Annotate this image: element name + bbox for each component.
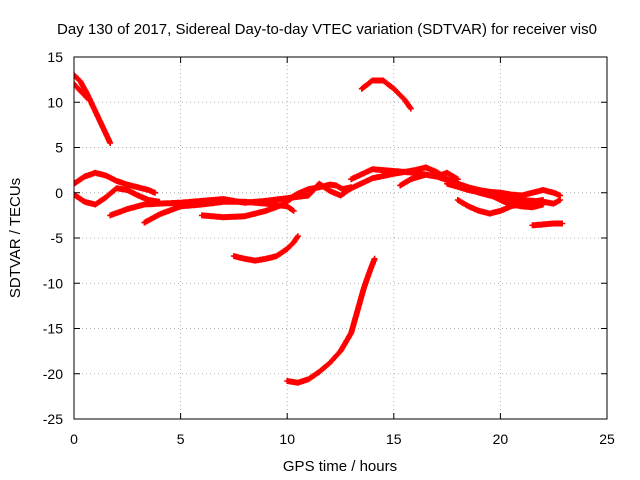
data-point-markers — [74, 81, 90, 101]
x-tick-label: 5 — [177, 431, 185, 447]
data-point-markers — [230, 233, 301, 264]
data-point-markers — [284, 181, 355, 203]
data-point-markers — [454, 197, 546, 217]
x-tick-label: 0 — [70, 431, 78, 447]
y-tick-label: 15 — [47, 49, 63, 65]
series-arc-8 — [284, 181, 355, 203]
axis-ticks — [73, 56, 608, 420]
series-arc-16 — [529, 220, 566, 229]
plot-area — [74, 72, 566, 386]
y-tick-label: 10 — [47, 94, 63, 110]
y-axis-title: SDTVAR / TECUs — [7, 178, 24, 298]
series-arc-10 — [284, 255, 378, 386]
series-arc-7 — [198, 195, 295, 221]
data-point-markers — [529, 220, 566, 229]
series-arc-4 — [74, 185, 163, 208]
x-tick-label: 25 — [599, 431, 615, 447]
series-arc-2 — [74, 81, 90, 101]
y-tick-label: -5 — [51, 230, 64, 246]
x-tick-label: 10 — [279, 431, 295, 447]
series-arc-11 — [358, 77, 414, 112]
series-arc-13 — [397, 169, 461, 189]
y-tick-label: -25 — [43, 411, 63, 427]
data-point-markers — [74, 169, 158, 196]
grid-lines — [74, 57, 607, 419]
x-tick-label: 20 — [493, 431, 509, 447]
series-group — [74, 72, 566, 386]
data-point-markers — [397, 169, 461, 189]
y-tick-label: 5 — [55, 140, 63, 156]
y-tick-label: -15 — [43, 321, 63, 337]
data-point-markers — [284, 255, 378, 386]
series-arc-9 — [230, 233, 301, 264]
series-arc-15 — [454, 197, 546, 217]
y-tick-label: 0 — [55, 185, 63, 201]
x-axis-title: GPS time / hours — [283, 458, 397, 475]
data-point-markers — [198, 195, 295, 221]
series-arc-3 — [74, 169, 158, 196]
x-tick-label: 15 — [386, 431, 402, 447]
y-tick-label: -10 — [43, 275, 63, 291]
tick-labels: 0 5 10 15 20 25 -25 -20 -15 -10 -5 0 5 10 15 — [43, 49, 615, 447]
data-point-markers — [358, 77, 414, 112]
chart-title: Day 130 of 2017, Sidereal Day-to-day VTE… — [57, 21, 597, 38]
data-point-markers — [74, 185, 163, 208]
y-tick-label: -20 — [43, 366, 63, 382]
